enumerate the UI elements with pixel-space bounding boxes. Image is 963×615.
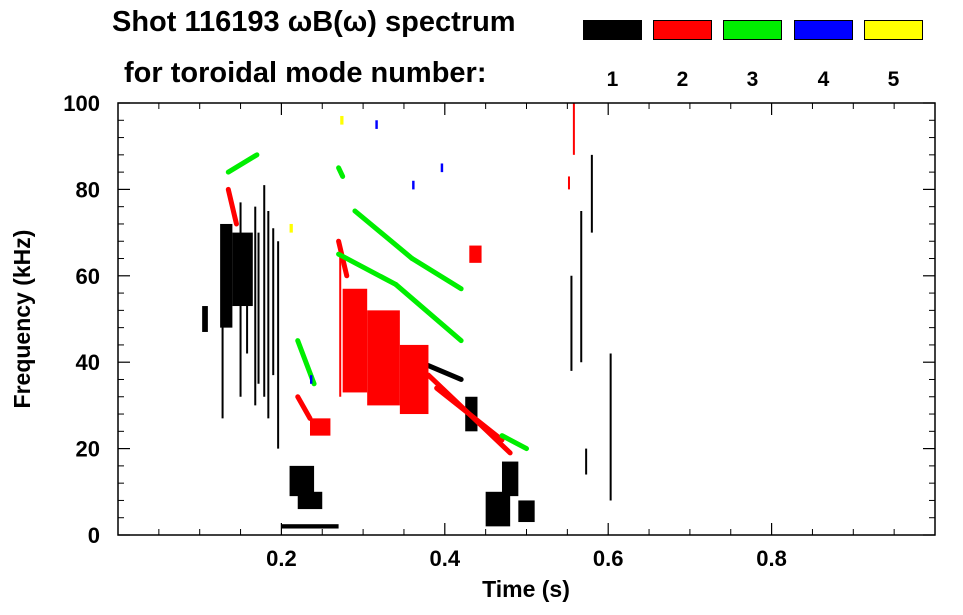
- legend-swatch-mode-5: [864, 20, 923, 40]
- x-tick-label: 0.8: [756, 546, 787, 571]
- legend-mode-number-3: 3: [746, 68, 759, 91]
- legend-swatch-mode-3: [723, 20, 782, 40]
- mode-4-feature-49: [309, 375, 313, 384]
- mode-2-feature-26: [367, 310, 400, 406]
- y-tick-label: 80: [76, 177, 100, 202]
- mode-1-feature-16: [485, 491, 511, 527]
- legend-mode-number-5: 5: [887, 68, 900, 91]
- x-tick-label: 0.6: [593, 546, 624, 571]
- mode-3-feature-45: [336, 165, 346, 179]
- mode-5-feature-50: [340, 115, 344, 125]
- mode-5-feature-51: [289, 223, 293, 233]
- mode-1-feature-15: [501, 461, 519, 497]
- mode-2-feature-31: [309, 418, 331, 436]
- legend-swatch-mode-2: [653, 20, 712, 40]
- mode-1-feature-2: [232, 232, 253, 307]
- y-axis-label: Frequency (kHz): [9, 230, 35, 409]
- mode-4-feature-46: [375, 120, 378, 129]
- y-tick-label: 0: [88, 523, 100, 548]
- x-tick-label: 0.4: [430, 546, 461, 571]
- mode-1-feature-14: [281, 524, 339, 529]
- legend-swatch-mode-1: [583, 20, 642, 40]
- mode-1-feature-13: [297, 491, 323, 510]
- x-axis-label: Time (s): [482, 576, 570, 602]
- mode-4-feature-47: [440, 163, 444, 173]
- mode-1-feature-12: [289, 465, 315, 497]
- y-tick-label: 60: [76, 264, 100, 289]
- mode-1-feature-0: [202, 306, 208, 332]
- mode-3-feature-44: [499, 433, 529, 452]
- legend-swatch-mode-4: [794, 20, 853, 40]
- chart-title-line2: for toroidal mode number:: [124, 57, 487, 89]
- mode-1-feature-17: [518, 500, 535, 523]
- spectrum-data-layer: [202, 103, 612, 529]
- legend-mode-number-2: 2: [676, 68, 689, 91]
- y-tick-label: 20: [76, 437, 100, 462]
- legend-mode-number-1: 1: [606, 68, 619, 91]
- mode-2-feature-25: [342, 288, 368, 393]
- x-tick-label: 0.2: [266, 546, 297, 571]
- mode-3-feature-40: [393, 281, 464, 344]
- axis-ticks: 0 20 40 60 80 100 0.2 0.4 0.6 0.8: [63, 91, 935, 571]
- mode-2-feature-35: [469, 245, 482, 263]
- mode-2-feature-32: [295, 394, 313, 421]
- chart-title-line1: Shot 116193 ωB(ω) spectrum: [112, 6, 516, 38]
- mode-2-feature-27: [399, 344, 429, 415]
- mode-3-feature-41: [352, 208, 415, 262]
- mode-3-feature-38: [225, 152, 260, 175]
- mode-3-feature-42: [409, 256, 464, 292]
- legend-mode-number-4: 4: [817, 68, 830, 91]
- mode-2-feature-30: [434, 385, 505, 443]
- mode-2-feature-33: [225, 186, 239, 227]
- y-tick-label: 40: [76, 350, 100, 375]
- y-tick-label: 100: [63, 91, 100, 116]
- mode-4-feature-48: [412, 180, 415, 190]
- mode-3-feature-39: [336, 251, 399, 287]
